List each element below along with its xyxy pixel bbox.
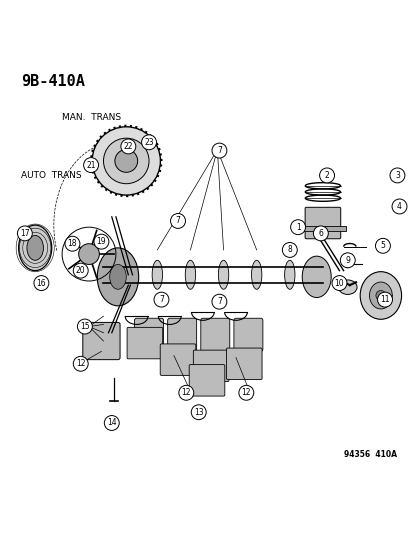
Ellipse shape (185, 260, 195, 289)
FancyBboxPatch shape (134, 318, 163, 351)
Text: 2: 2 (324, 171, 329, 180)
FancyBboxPatch shape (83, 322, 120, 360)
Text: 19: 19 (96, 237, 106, 246)
Text: 7: 7 (216, 146, 221, 155)
Circle shape (238, 385, 253, 400)
Text: 22: 22 (123, 142, 133, 151)
FancyBboxPatch shape (226, 348, 261, 379)
Text: 17: 17 (20, 229, 30, 238)
Circle shape (191, 405, 206, 419)
Circle shape (141, 135, 156, 150)
FancyBboxPatch shape (233, 318, 262, 351)
Ellipse shape (119, 260, 129, 289)
Circle shape (178, 385, 193, 400)
Text: 1: 1 (295, 223, 300, 232)
FancyBboxPatch shape (200, 318, 229, 351)
Ellipse shape (284, 260, 294, 289)
Circle shape (104, 416, 119, 431)
FancyBboxPatch shape (193, 350, 228, 382)
FancyBboxPatch shape (304, 207, 340, 239)
Ellipse shape (103, 138, 149, 184)
Circle shape (282, 243, 297, 257)
Text: 18: 18 (68, 239, 77, 248)
Text: 12: 12 (76, 359, 85, 368)
Text: 7: 7 (216, 297, 221, 306)
FancyBboxPatch shape (167, 318, 196, 351)
Circle shape (77, 319, 92, 334)
Circle shape (313, 226, 328, 241)
Circle shape (34, 276, 49, 290)
Circle shape (94, 234, 109, 249)
Circle shape (78, 244, 99, 264)
Circle shape (170, 214, 185, 229)
Text: 15: 15 (80, 322, 90, 331)
Circle shape (154, 292, 169, 307)
Bar (299, 227, 345, 231)
FancyBboxPatch shape (160, 344, 195, 375)
Text: 94356  410A: 94356 410A (344, 450, 396, 459)
Circle shape (377, 292, 392, 307)
Text: 4: 4 (396, 202, 401, 211)
Circle shape (389, 168, 404, 183)
Text: 16: 16 (36, 279, 46, 288)
Circle shape (339, 253, 354, 268)
Ellipse shape (251, 260, 261, 289)
Circle shape (375, 290, 385, 301)
Circle shape (73, 263, 88, 278)
Text: 11: 11 (380, 295, 389, 304)
Text: 7: 7 (159, 295, 164, 304)
Text: 5: 5 (380, 241, 385, 251)
Circle shape (83, 158, 98, 173)
Ellipse shape (27, 236, 43, 260)
Text: 10: 10 (334, 279, 344, 288)
Ellipse shape (218, 260, 228, 289)
Circle shape (211, 294, 226, 309)
FancyBboxPatch shape (127, 327, 162, 359)
Circle shape (290, 220, 305, 235)
Ellipse shape (359, 272, 401, 319)
Circle shape (73, 357, 88, 372)
Text: 14: 14 (107, 418, 116, 427)
FancyBboxPatch shape (189, 365, 224, 396)
Text: 8: 8 (287, 245, 292, 254)
Text: 9B-410A: 9B-410A (21, 74, 84, 89)
Circle shape (375, 238, 389, 253)
Text: 7: 7 (175, 216, 180, 225)
Circle shape (211, 143, 226, 158)
Circle shape (344, 261, 350, 268)
Ellipse shape (115, 150, 137, 172)
Ellipse shape (92, 127, 160, 195)
Text: AUTO  TRANS: AUTO TRANS (21, 171, 81, 180)
Text: 12: 12 (241, 388, 250, 397)
Text: 12: 12 (181, 388, 190, 397)
Text: 6: 6 (318, 229, 323, 238)
Text: 3: 3 (394, 171, 399, 180)
Ellipse shape (109, 264, 126, 289)
Text: 23: 23 (144, 138, 154, 147)
Ellipse shape (301, 256, 330, 297)
Circle shape (121, 139, 135, 154)
Text: 20: 20 (76, 266, 85, 275)
Circle shape (17, 226, 32, 241)
Text: 21: 21 (86, 160, 95, 169)
Ellipse shape (368, 282, 392, 309)
Ellipse shape (338, 280, 356, 294)
Text: MAN.  TRANS: MAN. TRANS (62, 114, 121, 122)
Text: 9: 9 (344, 256, 349, 265)
Circle shape (319, 168, 334, 183)
Circle shape (391, 199, 406, 214)
Ellipse shape (19, 225, 52, 271)
Circle shape (331, 276, 346, 290)
Circle shape (65, 236, 80, 251)
Ellipse shape (97, 248, 138, 306)
Text: 13: 13 (193, 408, 203, 417)
Ellipse shape (152, 260, 162, 289)
